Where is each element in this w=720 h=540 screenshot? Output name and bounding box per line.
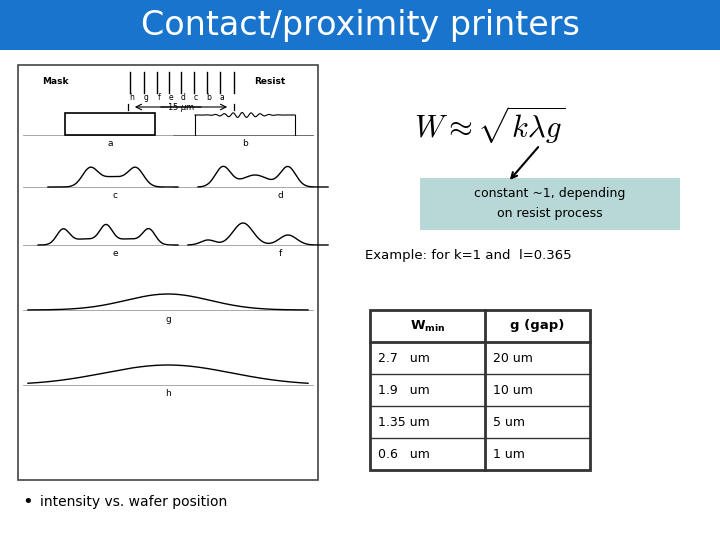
FancyBboxPatch shape (420, 178, 680, 230)
Text: c: c (112, 192, 117, 200)
Text: $W \approx \sqrt{k\lambda g}$: $W \approx \sqrt{k\lambda g}$ (414, 104, 566, 146)
Text: 15 $\mu$m: 15 $\mu$m (167, 100, 195, 113)
Text: b: b (207, 92, 212, 102)
Text: e: e (168, 92, 174, 102)
Text: Mask: Mask (42, 78, 68, 86)
Text: f: f (279, 249, 282, 259)
Text: 10 um: 10 um (493, 383, 533, 396)
Text: a: a (220, 92, 225, 102)
Text: 5 um: 5 um (493, 415, 525, 429)
Bar (18, 65, 318, 480)
Text: f: f (158, 92, 161, 102)
Text: Contact/proximity printers: Contact/proximity printers (140, 9, 580, 42)
Text: intensity vs. wafer position: intensity vs. wafer position (40, 495, 228, 509)
Text: d: d (277, 192, 283, 200)
Text: $\mathbf{W_{min}}$: $\mathbf{W_{min}}$ (410, 319, 445, 334)
Text: a: a (107, 138, 113, 147)
Text: g: g (165, 314, 171, 323)
Text: e: e (112, 249, 118, 259)
Bar (65, 113, 155, 135)
Text: Example: for k=1 and  l=0.365: Example: for k=1 and l=0.365 (365, 248, 572, 261)
Text: 1.9   um: 1.9 um (378, 383, 430, 396)
Text: d: d (181, 92, 186, 102)
Text: •: • (22, 493, 33, 511)
Text: constant ~1, depending
on resist process: constant ~1, depending on resist process (474, 187, 626, 220)
Text: g (gap): g (gap) (510, 320, 564, 333)
Text: b: b (242, 138, 248, 147)
Text: h: h (130, 92, 135, 102)
Text: 1 um: 1 um (493, 448, 525, 461)
Text: 0.6   um: 0.6 um (378, 448, 430, 461)
Text: g: g (143, 92, 148, 102)
Text: c: c (194, 92, 198, 102)
Text: 2.7   um: 2.7 um (378, 352, 430, 365)
Text: 1.35 um: 1.35 um (378, 415, 430, 429)
Text: 20 um: 20 um (493, 352, 533, 365)
Text: Resist: Resist (254, 78, 286, 86)
Bar (0, 0, 720, 50)
Bar (370, 310, 590, 470)
Text: h: h (165, 389, 171, 399)
